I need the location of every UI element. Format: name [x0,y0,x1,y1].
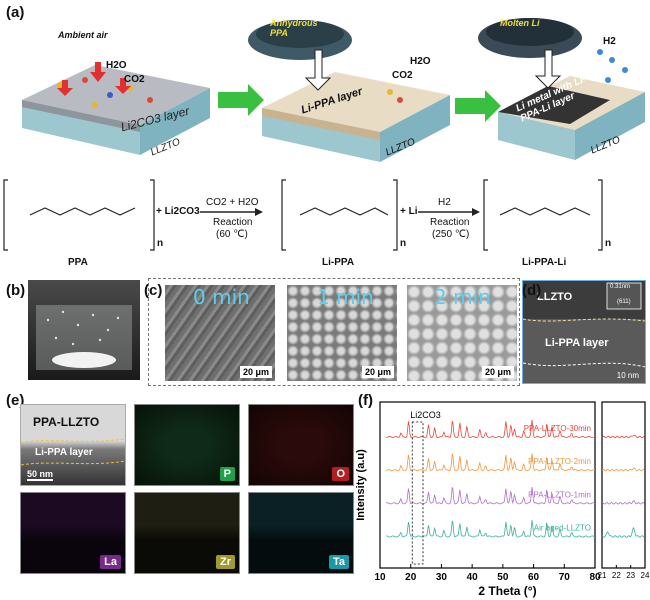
chip-p: P [219,467,235,481]
inset-trace-0 [601,434,645,439]
x-tick-label-60: 60 [528,572,540,583]
reaction1-reagent: CO2 + H2O [206,197,259,208]
e-map-zr: Zr [134,492,240,574]
x-tick-label-30: 30 [436,572,448,583]
li2co3-annotation: Li2CO3 [410,410,441,420]
li-ppa-name: Li-PPA [322,257,355,268]
reaction2-reagent: H2 [438,197,451,208]
x-tick-label-10: 10 [374,572,386,583]
main-plot-frame [379,401,596,569]
li2co3-box [411,421,424,565]
e-map-o: O [248,404,354,486]
n-3: n [605,238,612,249]
inset-plot-frame [601,401,646,569]
n-1: n [157,238,164,249]
block-3 [498,76,645,160]
reaction1-temp: (60 ℃) [216,229,248,240]
x-tick-label-80: 80 [589,572,601,583]
e-map-p: P [134,404,240,486]
x-tick-label-20: 20 [405,572,417,583]
trace-3 [386,520,596,538]
panel-d-tem: LLZTO 0.31nm (611) Li-PPA layer 10 nm [522,280,646,384]
plus-li: + Li [400,206,418,217]
y-axis-label: Intensity (a.u) [355,449,367,521]
h2o-label-1: H2O [106,60,127,71]
e-scale: 50 nm [27,469,54,481]
inset-tick-label-23: 23 [626,571,635,580]
chip-o: O [332,467,349,481]
chip-ta: Ta [328,555,349,569]
x-axis-label: 2 Theta (°) [478,584,536,598]
time-2min: 2 min [434,285,491,309]
x-tick-label-40: 40 [467,572,479,583]
arrow-2 [455,90,501,122]
trace-0 [386,419,596,439]
chip-zr: Zr [216,555,235,569]
co2-label-2: CO2 [392,70,413,81]
e-map-la: La [20,492,126,574]
block-1 [22,62,210,155]
series-label-1: PPA-LLZTO-2min [528,457,591,466]
trace-2 [385,487,596,505]
chip-la: La [100,555,121,569]
trace-1 [385,452,596,472]
ppa-name: PPA [68,257,88,268]
inset-tick-label-21: 21 [598,571,607,580]
panel-a-schematic [22,18,645,162]
anhydrous-ppa-label: Anhydrous PPA [270,18,318,38]
d-dspacing: 0.31nm [610,284,631,290]
e-title: PPA-LLZTO [33,415,100,429]
x-tick-label-70: 70 [559,572,571,583]
panel-e-label: (e) [6,392,25,409]
ambient-air-label: Ambient air [58,30,108,40]
scale-0min: 20 μm [239,366,272,378]
arrow-1 [218,84,264,116]
panel-b-label: (b) [6,282,26,299]
scale-1min: 20 μm [361,366,394,378]
co2-label-1: CO2 [124,74,145,85]
molten-li-label: Molten Li [500,18,540,28]
inset-trace-3 [601,526,645,538]
inset-trace-2 [602,500,645,505]
e-map-ta: Ta [248,492,354,574]
inset-tick-label-22: 22 [612,571,621,580]
panel-d-label: (d) [522,282,542,299]
sem-1min: 1 min 20 μm [287,285,397,381]
x-tick-label-50: 50 [497,572,509,583]
e-haadf: PPA-LLZTO Li-PPA layer 50 nm [20,404,126,486]
e-layer: Li-PPA layer [35,447,93,458]
d-scale: 10 nm [616,371,639,380]
series-label-0: PPA-LLZTO-30min [524,424,591,433]
block-2 [262,72,450,162]
panel-b-photo [28,280,140,380]
d-plane: (611) [617,299,631,305]
panel-a-label: (a) [6,4,25,21]
series-label-3: Air aged-LLZTO [534,523,591,532]
reaction-scheme [3,179,603,251]
li-ppa-li-name: Li-PPA-Li [522,257,567,268]
d-layer-label: Li-PPA layer [545,337,609,349]
time-1min: 1 min [317,285,374,309]
d-llzto-label: LLZTO [537,291,573,303]
reaction2-name: Reaction [430,217,470,228]
series-label-2: PPA-LLZTO-1min [528,490,591,499]
reaction1-name: Reaction [213,217,253,228]
inset-trace-1 [601,467,645,472]
h2o-label-2: H2O [410,56,431,67]
panel-c-frame [148,278,520,386]
reaction2-temp: (250 ℃) [432,229,470,240]
h2-label: H2 [603,36,616,47]
sem-0min: 0 min 20 μm [165,285,275,381]
n-2: n [400,238,407,249]
plus-li2co3: + Li2CO3 [156,206,200,217]
panel-f-label: (f) [358,392,373,409]
scale-2min: 20 μm [481,366,514,378]
sem-2min: 2 min 20 μm [407,285,517,381]
time-0min: 0 min [193,285,250,309]
inset-tick-label-24: 24 [641,571,650,580]
